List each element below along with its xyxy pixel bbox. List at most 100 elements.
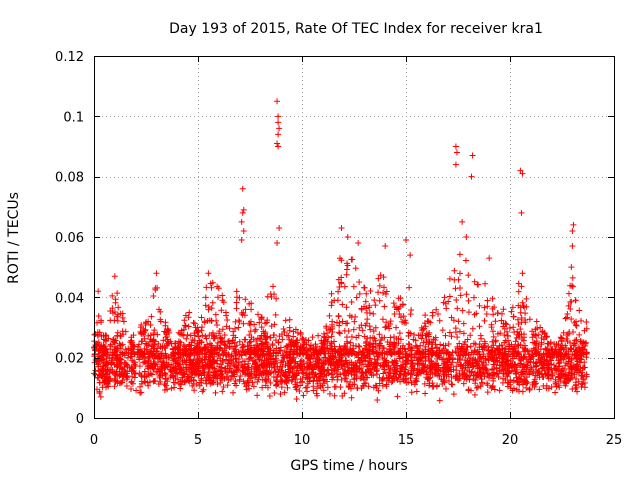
data-point (500, 306, 507, 313)
data-point (355, 354, 362, 361)
data-point (116, 373, 123, 380)
data-point (387, 318, 394, 325)
data-point (408, 371, 415, 378)
data-point (578, 356, 585, 363)
data-point (471, 294, 478, 301)
data-point (457, 292, 464, 299)
data-point (108, 361, 115, 368)
data-point (115, 356, 122, 363)
data-point (510, 324, 517, 331)
data-point (123, 372, 130, 379)
data-point (450, 391, 457, 398)
data-point (224, 316, 231, 323)
data-point (109, 305, 116, 312)
data-point (371, 297, 378, 304)
data-point (95, 374, 102, 381)
data-point (256, 319, 263, 326)
data-point (236, 338, 243, 345)
data-point (190, 319, 197, 326)
data-point (97, 393, 104, 400)
data-point (240, 227, 247, 234)
data-point (162, 319, 169, 326)
data-point (220, 383, 227, 390)
data-point (514, 316, 521, 323)
data-point (309, 334, 316, 341)
data-point (137, 389, 144, 396)
data-point (568, 372, 575, 379)
data-point (362, 298, 369, 305)
data-point (298, 344, 305, 351)
data-point (324, 338, 331, 345)
data-point (456, 270, 463, 277)
data-point (326, 312, 333, 319)
data-point (144, 363, 151, 370)
data-point (287, 351, 294, 358)
data-point (218, 377, 225, 384)
data-point (222, 342, 229, 349)
data-point (520, 334, 527, 341)
data-point (178, 327, 185, 334)
data-point (363, 363, 370, 370)
data-point (422, 312, 429, 319)
data-point (292, 384, 299, 391)
data-point (237, 373, 244, 380)
x-tick-label: 15 (398, 433, 415, 448)
data-point (230, 373, 237, 380)
data-point (513, 386, 520, 393)
data-point (521, 361, 528, 368)
data-point (174, 370, 181, 377)
data-point (391, 350, 398, 357)
data-point (496, 387, 503, 394)
data-point (198, 357, 205, 364)
data-point (465, 272, 472, 279)
data-point (558, 372, 565, 379)
data-point (462, 257, 469, 264)
data-point (421, 380, 428, 387)
data-point (519, 388, 526, 395)
data-point (581, 364, 588, 371)
data-point (111, 308, 118, 315)
data-point (217, 361, 224, 368)
data-point (189, 365, 196, 372)
data-point (502, 320, 509, 327)
data-point (212, 311, 219, 318)
data-point (402, 350, 409, 357)
data-point (306, 344, 313, 351)
data-point (486, 374, 493, 381)
data-point (120, 318, 127, 325)
data-point (223, 323, 230, 330)
data-point (240, 320, 247, 327)
data-point (496, 362, 503, 369)
data-point (347, 379, 354, 386)
data-point (343, 271, 350, 278)
data-point (261, 369, 268, 376)
data-point (399, 301, 406, 308)
data-point (175, 363, 182, 370)
data-point (420, 339, 427, 346)
data-point (352, 265, 359, 272)
data-point (500, 375, 507, 382)
data-point (218, 364, 225, 371)
data-point (341, 361, 348, 368)
data-point (188, 374, 195, 381)
data-point (455, 318, 462, 325)
data-point (111, 383, 118, 390)
data-point (187, 347, 194, 354)
data-point (504, 332, 511, 339)
data-point (349, 256, 356, 263)
data-point (216, 328, 223, 335)
data-point (471, 278, 478, 285)
data-point (390, 343, 397, 350)
data-point (583, 349, 590, 356)
data-point (299, 350, 306, 357)
data-point (331, 392, 338, 399)
data-point (290, 328, 297, 335)
data-point (213, 322, 220, 329)
data-point (223, 312, 230, 319)
data-point (366, 357, 373, 364)
data-point (490, 311, 497, 318)
data-point (299, 367, 306, 374)
data-point (252, 326, 259, 333)
data-point (119, 314, 126, 321)
data-point (95, 367, 102, 374)
